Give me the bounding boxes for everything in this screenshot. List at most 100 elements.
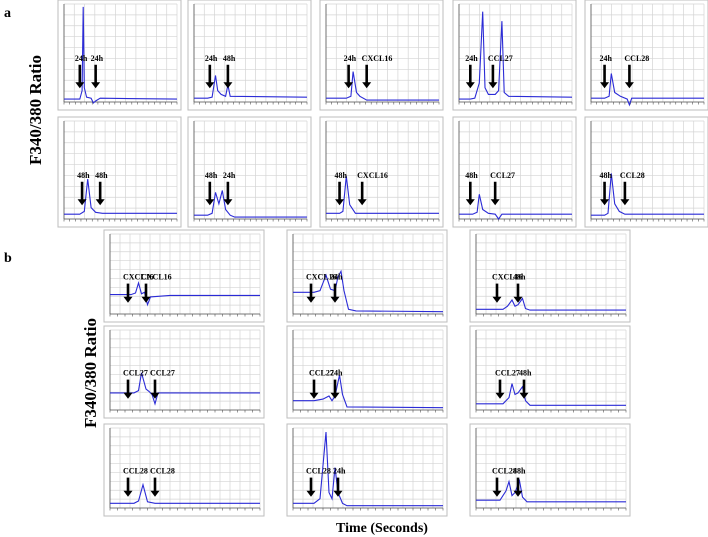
panel-frame: [286, 423, 448, 517]
panel-frame: [57, 116, 182, 228]
arrow-head: [306, 490, 316, 497]
stimulus-label: CXCL16: [123, 273, 154, 282]
stimulus-label: CCL27: [150, 369, 175, 378]
arrow-head: [465, 199, 475, 206]
arrow-head: [357, 199, 367, 206]
arrow-head: [492, 296, 502, 303]
panel-frame: [103, 325, 265, 419]
chart-panel-a-1-4: 24h CCL27: [452, 0, 577, 111]
stimulus-label: 24h: [344, 54, 357, 63]
chart-panel-b-2-1: CCL27 CCL27: [103, 325, 265, 419]
ratio-trace: [110, 281, 260, 307]
panel-frame: [286, 229, 448, 323]
panel-frame: [584, 116, 708, 228]
ratio-trace: [194, 190, 307, 218]
arrow-head: [362, 82, 372, 89]
arrow-head: [600, 199, 610, 206]
stimulus-label: CCL27: [309, 369, 334, 378]
arrow-head: [77, 199, 87, 206]
arrow-head: [495, 392, 505, 399]
stimulus-label: 48h: [95, 171, 108, 180]
chart-panel-a-2-4: 48h CCL27: [452, 116, 577, 228]
stimulus-label: CCL27: [490, 171, 515, 180]
y-axis-label-a: F340/380 Ratio: [26, 55, 45, 165]
ratio-trace: [110, 482, 260, 504]
arrow-head: [490, 199, 500, 206]
arrow-head: [123, 296, 133, 303]
stimulus-label: CCL28: [620, 171, 645, 180]
panel-b-letter: b: [4, 251, 12, 266]
stimulus-label: 48h: [513, 467, 526, 476]
ratio-trace: [476, 478, 626, 503]
stimulus-label: 24h: [223, 171, 236, 180]
stimulus-label: CCL28: [624, 54, 649, 63]
arrow-head: [75, 82, 85, 89]
panel-frame: [103, 229, 265, 323]
stimulus-label: 48h: [465, 171, 478, 180]
stimulus-label: CCL28: [306, 467, 331, 476]
stimulus-label: CXCL16: [492, 273, 523, 282]
arrow-head: [123, 490, 133, 497]
arrow-head: [205, 82, 215, 89]
panel-frame: [469, 325, 631, 419]
arrow-head: [141, 296, 151, 303]
stimulus-label: CCL27: [123, 369, 148, 378]
ratio-trace: [326, 71, 439, 101]
panel-frame: [469, 229, 631, 323]
panel-frame: [319, 116, 444, 228]
arrow-head: [150, 392, 160, 399]
chart-panel-a-2-1: 48h 48h: [57, 116, 182, 228]
chart-panel-b-2-3: CCL27 48h: [469, 325, 631, 419]
arrow-head: [223, 199, 233, 206]
x-axis-label: Time (Seconds): [336, 521, 428, 536]
chart-panel-a-1-3: 24h CXCL16: [319, 0, 444, 111]
panel-frame: [452, 0, 577, 111]
chart-panel-a-1-2: 24h 48h: [187, 0, 312, 111]
stimulus-label: CXCL16: [141, 273, 172, 282]
ratio-trace: [459, 194, 572, 220]
arrow-head: [330, 296, 340, 303]
panel-frame: [584, 0, 708, 111]
panel-frame: [187, 116, 312, 228]
ratio-trace: [110, 372, 260, 406]
chart-panel-a-2-5: 48h CCL28: [584, 116, 708, 228]
arrow-head: [150, 490, 160, 497]
panel-frame: [187, 0, 312, 111]
arrow-head: [91, 82, 101, 89]
ratio-trace: [64, 179, 177, 215]
arrow-head: [344, 82, 354, 89]
chart-panel-a-1-1: 24h 24h: [57, 0, 182, 111]
stimulus-label: CXCL16: [306, 273, 337, 282]
stimulus-label: 24h: [91, 54, 104, 63]
stimulus-label: 48h: [335, 171, 348, 180]
arrow-head: [330, 392, 340, 399]
chart-panel-a-2-2: 48h 24h: [187, 116, 312, 228]
arrow-head: [492, 490, 502, 497]
arrow-head: [513, 490, 523, 497]
stimulus-label: 24h: [75, 54, 88, 63]
stimulus-label: CCL28: [150, 467, 175, 476]
arrow-head: [95, 199, 105, 206]
ratio-trace: [64, 6, 178, 104]
panel-frame: [452, 116, 577, 228]
ratio-trace: [293, 431, 443, 507]
panel-frame: [286, 325, 448, 419]
stimulus-label: 48h: [600, 171, 613, 180]
stimulus-label: CXCL16: [357, 171, 388, 180]
stimulus-label: CXCL16: [362, 54, 393, 63]
arrow-head: [309, 392, 319, 399]
ratio-trace: [326, 176, 439, 214]
stimulus-label: 48h: [513, 273, 526, 282]
panels-group: 24h 24h 24h 48h 24h CXCL16 24h CCL27 24h CCL2848h…: [57, 0, 708, 517]
ratio-trace: [293, 374, 444, 409]
arrow-head: [306, 296, 316, 303]
panel-frame: [319, 0, 444, 111]
arrow-head: [205, 199, 215, 206]
stimulus-label: CCL27: [495, 369, 520, 378]
panel-frame: [103, 423, 265, 517]
arrow-head: [600, 82, 610, 89]
stimulus-label: 48h: [223, 54, 236, 63]
